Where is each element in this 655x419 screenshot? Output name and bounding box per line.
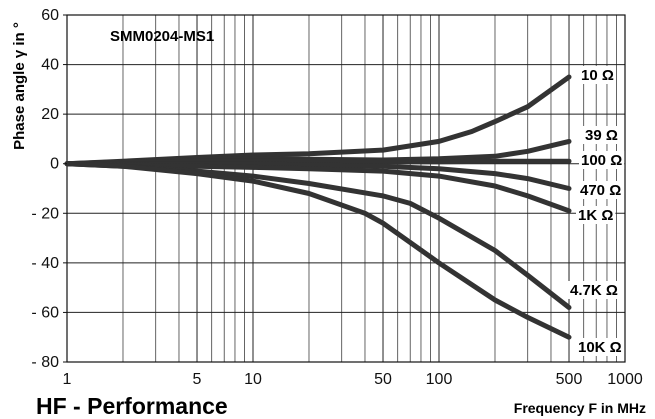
x-tick-label: 5 (193, 371, 202, 388)
model-label: SMM0204-MS1 (110, 28, 214, 45)
series-label: 39 Ω (585, 127, 618, 144)
series-label: 10 Ω (581, 67, 614, 84)
x-tick-label: 50 (374, 371, 392, 388)
series-label: 4.7K Ω (570, 282, 618, 299)
x-tick-label: 1000 (607, 371, 643, 388)
series-label-bg (578, 181, 624, 199)
series-line (64, 74, 572, 167)
series-label-bg (576, 338, 624, 356)
y-tick-label: 0 (50, 156, 59, 173)
series-label: 1K Ω (578, 207, 613, 224)
series-line (64, 161, 572, 214)
series-label-bg (583, 126, 620, 144)
chart-series: 10 Ω 39 Ω 100 Ω 470 Ω 1K Ω 4.7K Ω 10K Ω (64, 66, 625, 356)
x-tick-label: 100 (426, 371, 453, 388)
series-label: 470 Ω (580, 182, 621, 199)
y-tick-label: - 60 (31, 304, 59, 321)
x-tick-label: 1 (63, 371, 72, 388)
y-tick-label: 20 (41, 106, 59, 123)
x-tick-label: 10 (244, 371, 262, 388)
x-tick-label: 500 (556, 371, 583, 388)
series-label: 10K Ω (578, 339, 622, 356)
x-axis-label: Frequency F in MHz (514, 400, 646, 416)
series-label: 100 Ω (581, 152, 622, 169)
y-tick-labels: - 80 - 60 - 40 - 20 0 20 40 60 (31, 7, 67, 371)
chart-title: HF - Performance (36, 393, 228, 419)
series-label-bg (579, 151, 625, 169)
y-tick-label: - 20 (31, 205, 59, 222)
y-axis-label: Phase angle γ in ° (11, 22, 28, 150)
series-label-bg (576, 206, 616, 224)
y-tick-label: - 80 (31, 354, 59, 371)
series-label-bg (579, 66, 616, 84)
y-tick-label: 60 (41, 7, 59, 24)
x-tick-labels: 1 5 10 50 100 500 1000 (63, 371, 643, 388)
series-line (64, 161, 572, 340)
series-label-bg (568, 281, 620, 299)
y-tick-label: 40 (41, 57, 59, 74)
plot-frame (66, 14, 626, 363)
y-tick-label: - 40 (31, 255, 59, 272)
